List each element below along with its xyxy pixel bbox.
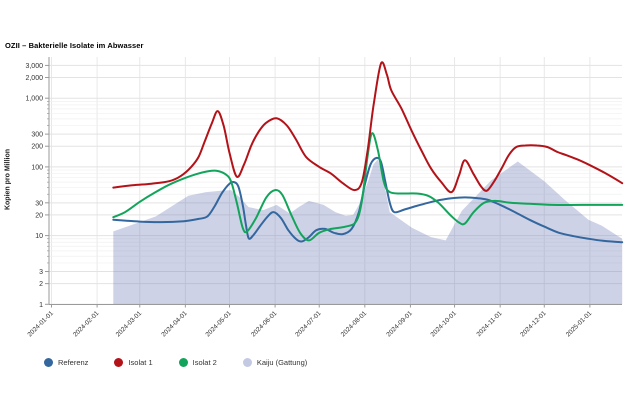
legend-item-isolat-2[interactable]: Isolat 2 bbox=[178, 358, 217, 367]
y-tick-label: 10 bbox=[35, 233, 43, 240]
legend-label: Kaiju (Gattung) bbox=[256, 358, 308, 367]
chart-canvas: 1 2 3 10 20 30 100 200 300 1,000 2,000 3,000 2024-01… bbox=[25, 57, 624, 339]
series bbox=[112, 61, 624, 304]
x-tick-label: 2024-04-01 bbox=[160, 310, 189, 339]
y-tick-label: 2 bbox=[39, 281, 43, 288]
legend-label: Isolat 2 bbox=[192, 358, 217, 367]
kaiju-marker-icon bbox=[242, 358, 252, 367]
y-tick-label: 1,000 bbox=[25, 96, 43, 103]
x-tick-label: 2024-02-01 bbox=[72, 310, 101, 339]
x-tick-label: 2024-03-01 bbox=[115, 310, 144, 339]
isolat-1-marker-icon bbox=[114, 358, 124, 367]
x-tick-label: 2024-12-01 bbox=[519, 310, 548, 339]
series-line-isolat-2 bbox=[112, 132, 624, 242]
referenz-marker-icon bbox=[44, 358, 53, 367]
y-tick-label: 100 bbox=[31, 164, 43, 171]
y-tick-label: 3,000 bbox=[25, 63, 43, 70]
y-tick-label: 2,000 bbox=[25, 75, 43, 82]
legend-label: Isolat 1 bbox=[128, 358, 153, 367]
y-tick-labels: 1 2 3 10 20 30 100 200 300 1,000 2,000 3,000 bbox=[25, 63, 49, 309]
x-tick-label: 2025-01-01 bbox=[565, 310, 594, 339]
x-tick-label: 2024-07-01 bbox=[294, 310, 323, 339]
y-tick-label: 30 bbox=[35, 200, 43, 207]
legend: Referenz Isolat 1 Isolat 2 Kaiju (Gattun… bbox=[44, 358, 307, 367]
isolat-2-marker-icon bbox=[178, 358, 188, 367]
x-tick-label: 2024-06-01 bbox=[250, 310, 279, 339]
y-tick-label: 300 bbox=[31, 132, 43, 139]
legend-item-kaiju[interactable]: Kaiju (Gattung) bbox=[242, 358, 308, 367]
x-tick-label: 2024-10-01 bbox=[430, 310, 459, 339]
y-tick-label: 20 bbox=[35, 212, 43, 219]
y-tick-label: 200 bbox=[31, 144, 43, 151]
x-tick-label: 2024-05-01 bbox=[204, 310, 233, 339]
legend-label: Referenz bbox=[58, 358, 89, 367]
series-area-kaiju bbox=[113, 159, 623, 304]
y-tick-label: 1 bbox=[39, 302, 43, 309]
y-tick-label: 3 bbox=[39, 269, 43, 276]
legend-item-isolat-1[interactable]: Isolat 1 bbox=[114, 358, 153, 367]
chart-title: OZII – Bakterielle Isolate im Abwasser bbox=[5, 41, 144, 50]
x-tick-label: 2024-08-01 bbox=[340, 310, 369, 339]
x-tick-label: 2024-01-01 bbox=[26, 310, 55, 339]
legend-item-referenz[interactable]: Referenz bbox=[44, 358, 88, 367]
x-tick-label: 2024-11-01 bbox=[475, 310, 503, 338]
x-tick-label: 2024-09-01 bbox=[385, 310, 414, 339]
x-tick-labels: 2024-01-01 2024-02-01 2024-03-01 2024-04-01… bbox=[26, 304, 594, 339]
series-line-isolat-1 bbox=[112, 61, 624, 194]
